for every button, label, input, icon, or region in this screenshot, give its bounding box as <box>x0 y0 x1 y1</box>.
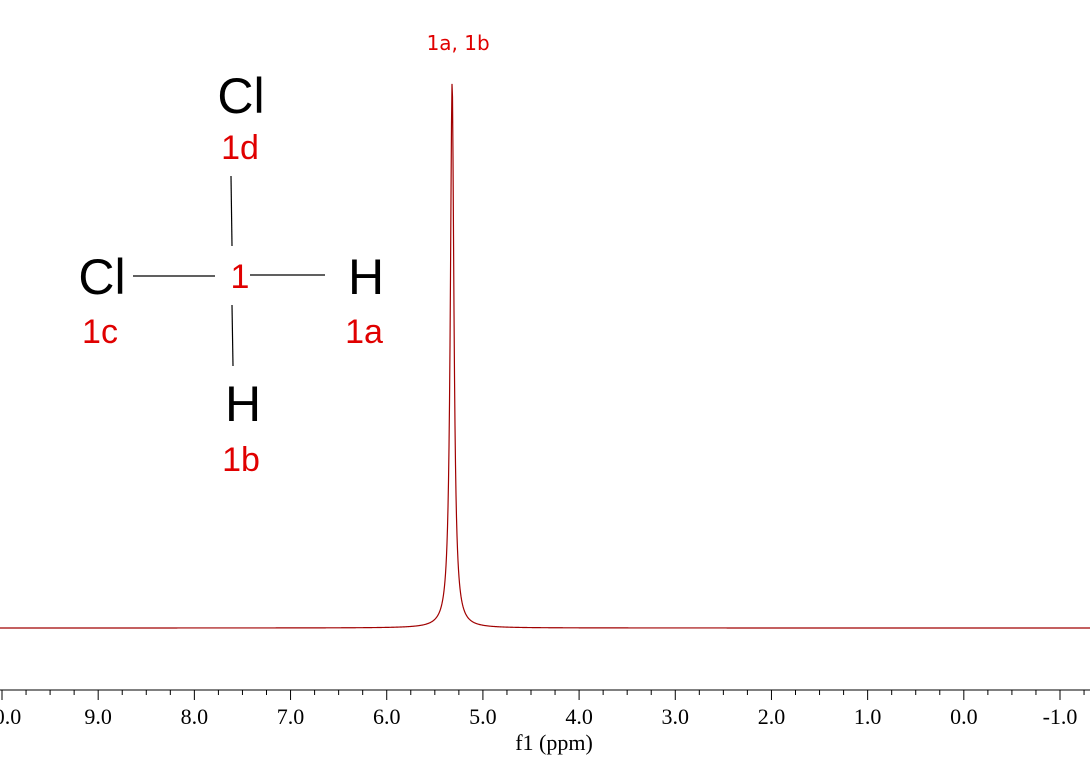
bond-bottom <box>231 304 234 367</box>
x-axis-title: f1 (ppm) <box>515 730 593 755</box>
atom-left: Cl <box>78 249 125 305</box>
x-axis-ticks: 10.0 9.0 8.0 7.0 6.0 5.0 4.0 3.0 2.0 1.0 0.0 -1.0 <box>0 690 1085 729</box>
x-tick-label: 8.0 <box>181 704 209 729</box>
x-tick-label: -1.0 <box>1043 704 1078 729</box>
atom-label-left: 1c <box>82 313 118 351</box>
atom-bottom: H <box>225 376 261 432</box>
atom-top: Cl <box>217 68 264 124</box>
x-tick-label: 7.0 <box>277 704 305 729</box>
x-tick-label: 0.0 <box>950 704 978 729</box>
spectrum-trace <box>0 83 1090 629</box>
x-tick-label: 2.0 <box>758 704 786 729</box>
x-tick-label: 1.0 <box>854 704 882 729</box>
bond-top <box>230 175 233 247</box>
x-tick-label: 6.0 <box>373 704 401 729</box>
atom-label-top: 1d <box>221 129 259 167</box>
atom-label-right: 1a <box>345 313 383 351</box>
x-tick-label: 9.0 <box>84 704 112 729</box>
x-tick-label: 4.0 <box>565 704 593 729</box>
x-tick-label: 3.0 <box>662 704 690 729</box>
atom-right: H <box>348 249 384 305</box>
peak-label: 1a, 1b <box>427 31 490 55</box>
x-tick-label: 10.0 <box>0 704 21 729</box>
molecule-structure: Cl 1d Cl 1c 1 H 1a H 1b <box>78 68 384 479</box>
atom-central-label: 1 <box>231 258 250 296</box>
x-tick-label: 5.0 <box>469 704 497 729</box>
atom-label-bottom: 1b <box>222 441 260 479</box>
